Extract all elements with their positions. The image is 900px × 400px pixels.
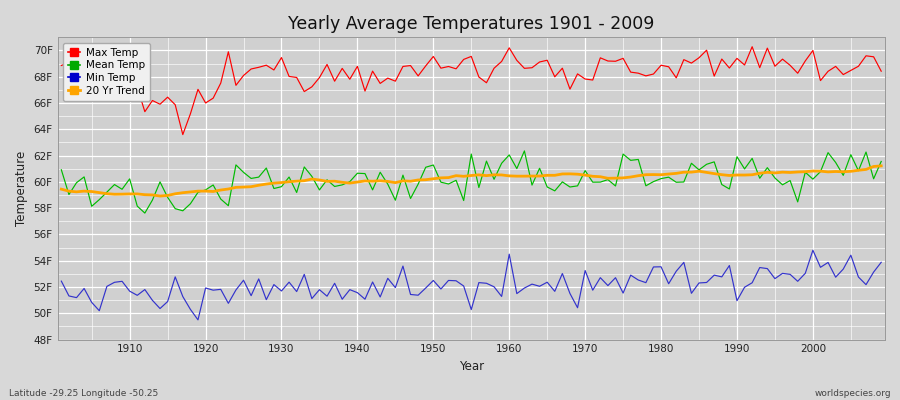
Max Temp [337,66,347,71]
Min Temp [807,248,818,253]
Max Temp [876,69,886,74]
Text: worldspecies.org: worldspecies.org [814,389,891,398]
Max Temp [747,44,758,49]
Min Temp [193,318,203,322]
Min Temp [337,297,347,302]
20 Yr Trend [292,179,302,184]
Min Temp [876,260,886,265]
X-axis label: Year: Year [459,360,484,373]
Mean Temp [337,182,347,187]
Max Temp [511,58,522,63]
Line: Mean Temp: Mean Temp [61,151,881,213]
Min Temp [56,279,67,284]
Max Temp [56,63,67,68]
Line: Min Temp: Min Temp [61,250,881,320]
Line: Max Temp: Max Temp [61,47,881,134]
20 Yr Trend [155,194,166,198]
Mean Temp [140,211,150,216]
Title: Yearly Average Temperatures 1901 - 2009: Yearly Average Temperatures 1901 - 2009 [288,15,654,33]
20 Yr Trend [337,180,347,185]
Max Temp [177,132,188,137]
Mean Temp [504,152,515,157]
Mean Temp [292,190,302,195]
Legend: Max Temp, Mean Temp, Min Temp, 20 Yr Trend: Max Temp, Mean Temp, Min Temp, 20 Yr Tre… [63,42,150,101]
Mean Temp [519,148,530,153]
Min Temp [511,291,522,296]
20 Yr Trend [117,192,128,196]
20 Yr Trend [602,176,613,181]
Mean Temp [117,187,128,192]
Max Temp [504,46,515,50]
20 Yr Trend [56,187,67,192]
Max Temp [602,59,613,64]
Min Temp [292,289,302,294]
Mean Temp [876,159,886,164]
20 Yr Trend [504,174,515,178]
Mean Temp [511,166,522,171]
Min Temp [602,283,613,288]
Mean Temp [610,184,621,188]
Y-axis label: Temperature: Temperature [15,151,28,226]
Min Temp [117,279,128,284]
Text: Latitude -29.25 Longitude -50.25: Latitude -29.25 Longitude -50.25 [9,389,158,398]
Max Temp [117,80,128,85]
Mean Temp [56,167,67,172]
20 Yr Trend [876,164,886,168]
Max Temp [292,75,302,80]
Line: 20 Yr Trend: 20 Yr Trend [61,166,881,196]
Min Temp [504,252,515,256]
20 Yr Trend [511,174,522,178]
